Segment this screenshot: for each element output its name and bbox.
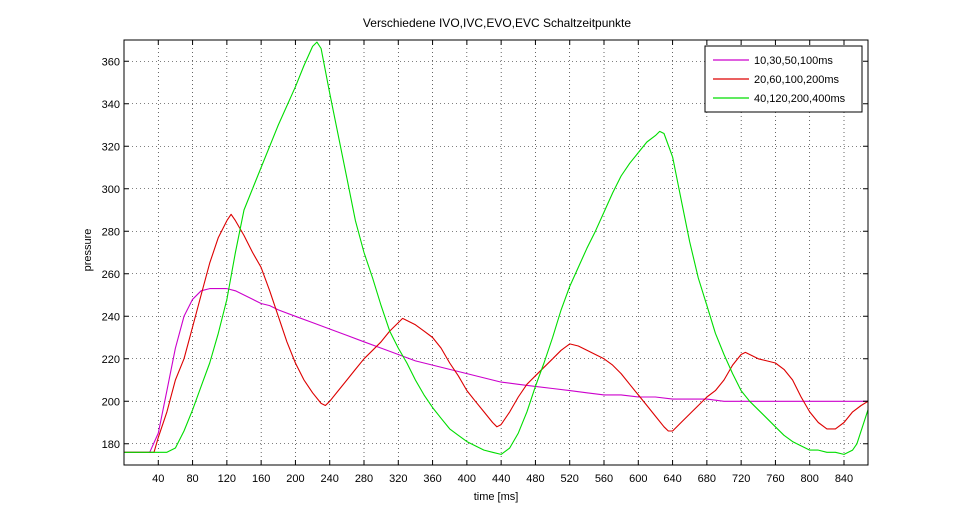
axes [123, 39, 869, 466]
y-axis-ticks: 180 200 220 240 260 280 300 320 340 360 [102, 56, 868, 451]
y-tick-label: 280 [102, 226, 120, 238]
legend: 10,30,50,100ms 20,60,100,200ms 40,120,200,… [704, 45, 863, 113]
x-tick-label: 440 [492, 473, 510, 485]
x-tick-label: 760 [766, 473, 784, 485]
y-axis-label: pressure [82, 229, 94, 272]
x-tick-label: 240 [321, 473, 339, 485]
chart-title: Verschiedene IVO,IVC,EVO,EVC Schaltzeitp… [363, 16, 631, 30]
x-tick-label: 40 [152, 473, 164, 485]
axes-box [123, 39, 869, 466]
x-tick-label: 600 [629, 473, 647, 485]
x-tick-label: 80 [186, 473, 198, 485]
y-tick-label: 320 [102, 141, 120, 153]
y-tick-label: 260 [102, 269, 120, 281]
x-tick-label: 360 [423, 473, 441, 485]
y-tick-label: 200 [102, 396, 120, 408]
x-axis-ticks: 40 80 120 160 200 240 280 320 360 400 440 480 520 560… [152, 40, 853, 485]
y-tick-label: 360 [102, 56, 120, 68]
y-tick-label: 180 [102, 439, 120, 451]
x-tick-label: 120 [218, 473, 236, 485]
series-line-1 [124, 288, 868, 453]
y-tick-label: 300 [102, 184, 120, 196]
x-tick-label: 320 [389, 473, 407, 485]
y-tick-label: 240 [102, 311, 120, 323]
series-group [124, 41, 869, 455]
x-axis-label: time [ms] [474, 491, 519, 503]
x-tick-label: 480 [526, 473, 544, 485]
legend-label-1: 10,30,50,100ms [754, 55, 833, 67]
x-tick-label: 720 [732, 473, 750, 485]
x-tick-label: 800 [801, 473, 819, 485]
series-line-3 [124, 41, 869, 455]
x-tick-label: 840 [835, 473, 853, 485]
legend-label-3: 40,120,200,400ms [754, 93, 846, 105]
x-tick-label: 400 [458, 473, 476, 485]
x-tick-label: 560 [595, 473, 613, 485]
x-tick-label: 640 [663, 473, 681, 485]
y-tick-label: 340 [102, 99, 120, 111]
legend-label-2: 20,60,100,200ms [754, 74, 840, 86]
x-tick-label: 520 [561, 473, 579, 485]
y-tick-label: 220 [102, 354, 120, 366]
x-tick-label: 280 [355, 473, 373, 485]
x-tick-label: 200 [286, 473, 304, 485]
x-tick-label: 680 [698, 473, 716, 485]
series-line-2 [124, 213, 869, 453]
x-tick-label: 160 [252, 473, 270, 485]
